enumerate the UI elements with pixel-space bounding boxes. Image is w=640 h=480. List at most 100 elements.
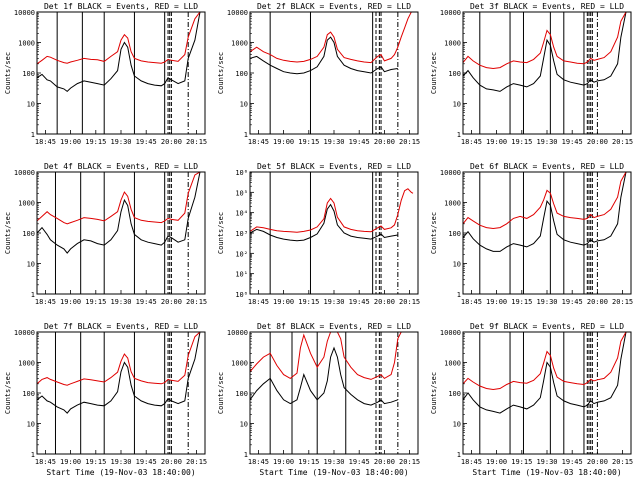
y-axis-label: Counts/sec [4, 52, 12, 94]
y-tick-label: 10 [453, 101, 461, 109]
x-tick-label: 20:15 [399, 458, 420, 466]
x-tick-label: 19:00 [60, 458, 81, 466]
y-tick-label: 10000 [440, 329, 461, 337]
y-tick-label: 10000 [440, 169, 461, 177]
y-tick-label: 1 [31, 131, 35, 139]
y-tick-label: 10³ [235, 230, 248, 238]
y-tick-label: 10 [240, 421, 248, 429]
y-tick-label: 10000 [14, 169, 35, 177]
x-tick-label: 18:45 [461, 298, 482, 306]
x-tick-label: 19:30 [110, 138, 131, 146]
y-axis-label: Counts/sec [217, 212, 225, 254]
plot-frame [462, 171, 632, 295]
chart-panel-det-2: Det 2f BLACK = Events, RED = LLD 1 10 100 10… [217, 2, 420, 146]
y-tick-label: 1000 [231, 360, 248, 368]
x-tick-label: 18:45 [461, 138, 482, 146]
chart-panel-det-5: Det 5f BLACK = Events, RED = LLD 10⁰ 10¹ 10… [217, 162, 420, 306]
series-events-line [37, 172, 201, 254]
chart-panel-det-3: Det 3f BLACK = Events, RED = LLD 1 10 100 10… [430, 2, 633, 146]
y-tick-label: 100 [22, 70, 35, 78]
x-tick-label: 19:15 [85, 298, 106, 306]
series-lld-line [37, 332, 201, 386]
y-tick-label: 10 [240, 101, 248, 109]
y-tick-label: 100 [448, 390, 461, 398]
x-tick-label: 20:00 [161, 298, 182, 306]
x-tick-label: 20:15 [186, 298, 207, 306]
x-tick-label: 20:00 [374, 458, 395, 466]
y-tick-label: 1 [457, 451, 461, 459]
y-tick-label: 10000 [440, 9, 461, 17]
x-tick-label: 20:00 [587, 458, 608, 466]
series-lld-line [250, 12, 413, 64]
y-tick-label: 1000 [444, 200, 461, 208]
y-tick-label: 10000 [14, 9, 35, 17]
x-tick-label: 20:00 [374, 138, 395, 146]
x-tick-label: 20:15 [186, 458, 207, 466]
y-tick-label: 10² [235, 250, 248, 258]
x-tick-label: 20:15 [399, 138, 420, 146]
x-tick-label: 20:00 [161, 458, 182, 466]
x-tick-label: 19:00 [60, 138, 81, 146]
x-tick-label: 18:45 [248, 298, 269, 306]
x-tick-label: 19:00 [486, 458, 507, 466]
y-tick-label: 1 [457, 131, 461, 139]
y-tick-label: 1000 [444, 360, 461, 368]
x-tick-label: 19:00 [273, 138, 294, 146]
chart-panel-det-1: Det 1f BLACK = Events, RED = LLD 1 10 100 10… [4, 2, 207, 146]
x-tick-label: 19:30 [536, 138, 557, 146]
y-tick-label: 100 [448, 230, 461, 238]
chart-title: Det 1f BLACK = Events, RED = LLD [44, 2, 198, 11]
x-tick-label: 19:15 [298, 138, 319, 146]
x-tick-label: 19:45 [562, 138, 583, 146]
x-tick-label: 20:15 [186, 138, 207, 146]
x-axis-label: Start Time (19-Nov-03 18:40:00) [259, 468, 408, 477]
y-axis-label: Counts/sec [217, 52, 225, 94]
x-tick-label: 19:15 [298, 298, 319, 306]
plot-frame [249, 171, 419, 295]
x-tick-label: 20:15 [399, 298, 420, 306]
x-tick-label: 19:45 [349, 138, 370, 146]
plot-frame [36, 171, 206, 295]
x-tick-label: 18:45 [248, 138, 269, 146]
series-lld-line [37, 172, 201, 225]
chart-panel-det-8: Det 8f BLACK = Events, RED = LLD 1 10 100 10… [217, 322, 420, 477]
x-tick-label: 19:45 [136, 458, 157, 466]
series-lld-line [250, 188, 414, 233]
chart-panel-det-4: Det 4f BLACK = Events, RED = LLD 1 10 100 10… [4, 162, 207, 306]
x-tick-label: 19:45 [349, 298, 370, 306]
x-tick-label: 19:15 [298, 458, 319, 466]
series-events-line [463, 12, 627, 92]
x-tick-label: 19:15 [511, 298, 532, 306]
plot-frame [249, 331, 419, 455]
y-tick-label: 10 [27, 261, 35, 269]
chart-panel-det-7: Det 7f BLACK = Events, RED = LLD 1 10 100 10… [4, 322, 207, 477]
x-tick-label: 19:45 [562, 458, 583, 466]
plot-frame [462, 331, 632, 455]
y-tick-label: 100 [235, 390, 248, 398]
y-axis-label: Counts/sec [4, 212, 12, 254]
series-events-line [37, 12, 201, 93]
x-tick-label: 20:00 [587, 298, 608, 306]
x-tick-label: 19:30 [536, 298, 557, 306]
plot-frame [36, 11, 206, 135]
chart-title: Det 4f BLACK = Events, RED = LLD [44, 162, 198, 171]
y-tick-label: 1000 [231, 40, 248, 48]
chart-title: Det 9f BLACK = Events, RED = LLD [470, 322, 624, 331]
y-tick-label: 10⁵ [235, 189, 248, 197]
y-tick-label: 1000 [18, 40, 35, 48]
plot-frame [462, 11, 632, 135]
x-tick-label: 20:00 [374, 298, 395, 306]
x-tick-label: 19:00 [60, 298, 81, 306]
series-events-line [463, 172, 627, 252]
x-tick-label: 19:45 [136, 138, 157, 146]
x-tick-label: 18:45 [461, 458, 482, 466]
y-tick-label: 1000 [18, 200, 35, 208]
y-tick-label: 100 [235, 70, 248, 78]
x-tick-label: 19:45 [562, 298, 583, 306]
y-tick-label: 10 [453, 421, 461, 429]
x-tick-label: 20:15 [612, 298, 633, 306]
series-events-line [463, 332, 627, 414]
x-tick-label: 20:00 [161, 138, 182, 146]
y-tick-label: 10000 [227, 329, 248, 337]
series-events-line [250, 203, 398, 242]
